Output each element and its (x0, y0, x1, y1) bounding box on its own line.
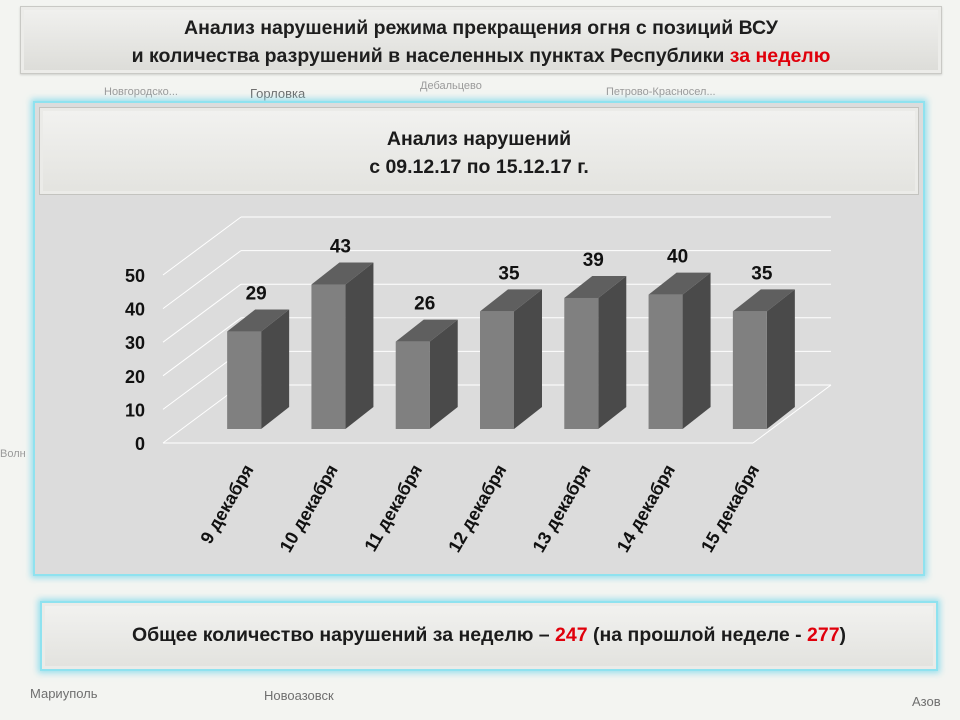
y-tick-label: 50 (125, 266, 145, 286)
header-title-line1: Анализ нарушений режима прекращения огня… (184, 17, 778, 39)
bar-side (345, 262, 374, 429)
header-title-line2: и количества разрушений в населенных пун… (21, 42, 941, 70)
gridline-side (162, 317, 242, 377)
bar-side (261, 309, 290, 429)
x-tick-label: 13 декабря (528, 461, 594, 556)
bar-value-label: 26 (414, 294, 435, 315)
bar-value-label: 40 (667, 247, 688, 268)
gridline-side (162, 283, 242, 343)
bar-side (514, 289, 542, 429)
header-line2-text: и количества разрушений в населенных пун… (131, 45, 730, 67)
map-label: Мариуполь (30, 686, 98, 701)
chart-title-box: Анализ нарушений с 09.12.17 по 15.12.17 … (39, 107, 919, 195)
floor-right-edge (752, 384, 832, 444)
bar-side (682, 272, 711, 429)
bar-value-label: 35 (751, 263, 773, 284)
map-label: Дебальцево (420, 80, 482, 92)
map-label: Горловка (250, 86, 306, 101)
bar-chart: 0 10 20 30 40 50 29 9 декабря 43 10 декабря 26 11 д… (125, 216, 832, 556)
chart-title: Анализ нарушений (386, 128, 572, 150)
y-tick-label: 20 (125, 367, 145, 387)
bar-value-label: 39 (583, 250, 604, 271)
header-highlight: за неделю (729, 45, 831, 67)
x-tick-label: 14 декабря (613, 461, 679, 556)
y-tick-label: 10 (125, 400, 145, 420)
bar-side (429, 319, 458, 429)
bar-top (311, 262, 374, 285)
bar (732, 311, 767, 429)
map-label: Новгородско... (104, 86, 178, 98)
bar-value-label: 35 (498, 263, 520, 284)
summary-previous: 277 (807, 624, 840, 646)
bar-side (766, 289, 795, 429)
bar-value-label: 43 (330, 237, 351, 258)
summary-middle: (на прошлой неделе - (587, 624, 807, 646)
bar-side (598, 275, 627, 429)
bar-top (480, 289, 542, 312)
bar (395, 341, 430, 429)
summary-prefix: Общее количество нарушений за неделю – (131, 624, 556, 646)
chart-panel: Анализ нарушений с 09.12.17 по 15.12.17 … (33, 101, 925, 576)
summary-bar: Общее количество нарушений за неделю – 2… (40, 601, 938, 671)
bar (564, 297, 599, 429)
bar-top (227, 309, 290, 332)
map-label: Петрово-Красносел... (606, 86, 716, 98)
y-tick-label: 40 (125, 300, 145, 320)
map-label: Волн (0, 448, 26, 460)
x-tick-label: 12 декабря (444, 461, 510, 556)
header-banner: Анализ нарушений режима прекращения огня… (20, 6, 942, 74)
bar (648, 294, 683, 429)
map-label: Новоазовск (264, 688, 334, 703)
x-tick-label: 15 декабря (697, 461, 763, 556)
bar-top (732, 289, 795, 312)
summary-suffix: ) (839, 624, 847, 646)
bar-value-label: 29 (246, 284, 267, 305)
y-tick-label: 30 (125, 333, 145, 353)
bar (227, 331, 262, 429)
x-tick-label: 11 декабря (360, 461, 426, 555)
summary-total: 247 (555, 624, 588, 646)
bar (480, 311, 514, 429)
gridline-side (162, 250, 242, 310)
map-label: Азов (912, 694, 941, 709)
bar (311, 284, 346, 429)
y-tick-label: 0 (135, 434, 145, 454)
gridline-side (162, 216, 242, 276)
x-tick-label: 10 декабря (276, 461, 342, 556)
chart-subtitle: с 09.12.17 по 15.12.17 г. (369, 156, 589, 178)
bar-top (395, 319, 458, 342)
x-tick-label: 9 декабря (196, 461, 257, 547)
bar-top (564, 275, 627, 298)
bar-top (648, 272, 711, 295)
